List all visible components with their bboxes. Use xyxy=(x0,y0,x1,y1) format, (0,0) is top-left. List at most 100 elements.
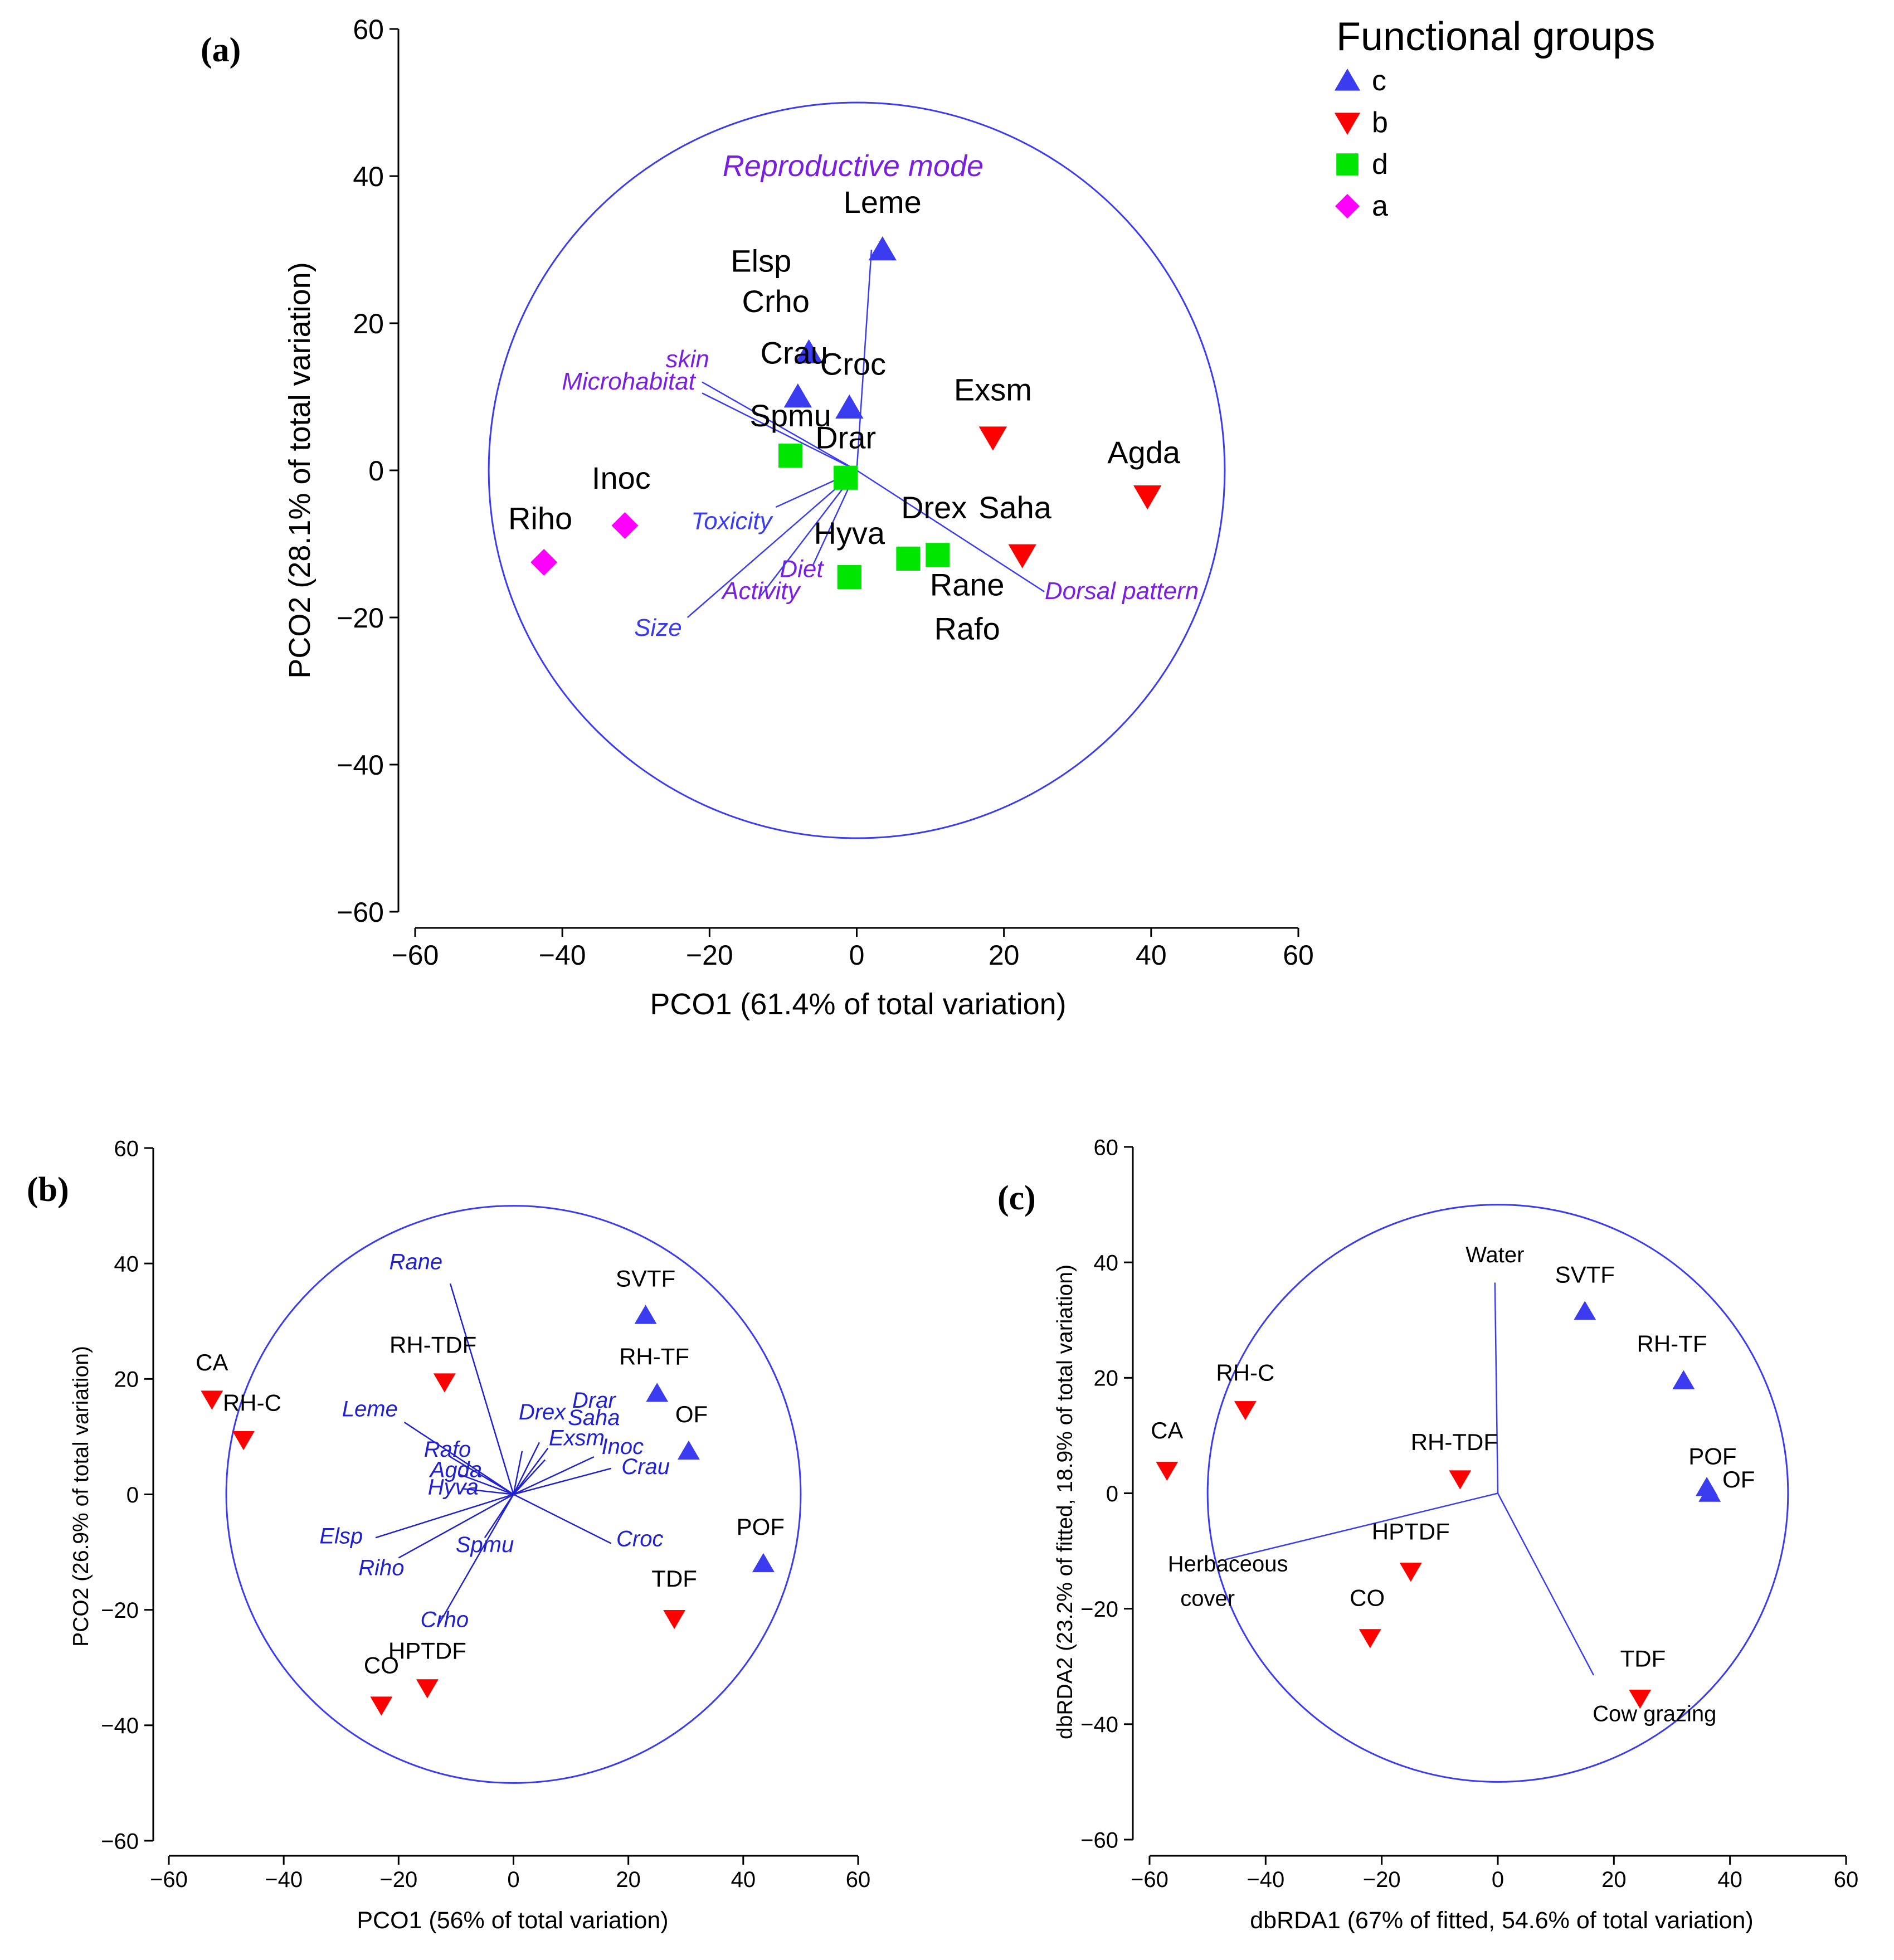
panel-b-vector-line xyxy=(513,1447,549,1495)
panel-c-point-label: POF xyxy=(1688,1443,1736,1470)
panel-a-y-tick-label: −60 xyxy=(337,897,384,928)
panel-b-point-label: POF xyxy=(737,1514,785,1540)
panel-b-point xyxy=(232,1431,255,1451)
panel-a-point-label: Exsm xyxy=(954,372,1032,407)
panel-c-points xyxy=(1156,1301,1721,1709)
panel-c-point-label: CO xyxy=(1350,1584,1385,1611)
panel-a-point xyxy=(926,543,950,567)
panel-a-point-label: Hyva xyxy=(814,515,885,551)
panel-b-point-label: OF xyxy=(675,1401,708,1427)
panel-c-point-label: TDF xyxy=(1620,1645,1666,1671)
panel-a-point xyxy=(1008,544,1036,568)
panel-a-points xyxy=(530,236,1162,589)
panel-b-axes: −60 −40 −20 0 20 40 60 −60 −40 −20 0 20 40 60 xyxy=(101,1136,870,1892)
panel-b-vector-line xyxy=(450,1456,514,1495)
panel-c-point-label: OF xyxy=(1722,1466,1755,1492)
panel-b-point xyxy=(752,1553,775,1572)
panel-a-point xyxy=(1133,485,1162,510)
panel-a-circle xyxy=(488,101,1226,839)
panel-c-point xyxy=(1629,1690,1652,1709)
panel-b-y-tick-label: 60 xyxy=(114,1136,139,1161)
panel-b-points xyxy=(201,1305,775,1716)
panel-c-correlation-circle xyxy=(1206,1204,1789,1783)
panel-c-vector-line xyxy=(1497,1492,1594,1676)
panel-a-x-tick-label: −20 xyxy=(686,940,733,971)
panel-c-point-label: CA xyxy=(1151,1417,1183,1443)
panel-b-circle xyxy=(225,1205,802,1784)
panel-b-point-label: HPTDF xyxy=(388,1638,466,1664)
panel-b-vector-label: Agda xyxy=(429,1457,482,1482)
panel-c-y-tick-label: −40 xyxy=(1080,1713,1118,1737)
panel-b-vector-label: Rane xyxy=(389,1250,442,1275)
panel-a-vector-label: Microhabitat xyxy=(562,368,696,395)
panel-a-point-label: Crau xyxy=(761,335,828,371)
panel-b-vector-line xyxy=(438,1494,514,1625)
panel-c-point-label: SVTF xyxy=(1555,1261,1615,1287)
panel-a-y-tick-label: 20 xyxy=(353,308,384,339)
panel-b-x-axis-label: PCO1 (56% of total variation) xyxy=(357,1907,668,1934)
panel-b-letter: (b) xyxy=(27,1171,69,1209)
panel-b-vector-line xyxy=(461,1487,514,1495)
panel-a-y-tick-label: −40 xyxy=(337,750,384,781)
panel-b-point xyxy=(677,1440,700,1460)
panel-c-vectors: Water Herbaceous cover Cow grazing xyxy=(1168,1243,1717,1726)
panel-c-point xyxy=(1672,1370,1695,1389)
panel-a-point xyxy=(868,236,897,261)
panel-b-vector-line xyxy=(449,1283,514,1495)
panel-c-point xyxy=(1359,1629,1381,1648)
panel-a-vector-line xyxy=(686,470,858,618)
panel-b-vector-label: Inoc xyxy=(602,1434,644,1459)
panel-a-x-tick-label: 0 xyxy=(849,940,865,971)
panel-a-y-tick-label: 60 xyxy=(353,14,384,45)
panel-a-point xyxy=(795,339,823,363)
panel-c-y-tick-label: 60 xyxy=(1094,1135,1119,1160)
panel-c-vector-line xyxy=(1494,1282,1499,1494)
panel-a-vector-label: Toxicity xyxy=(691,508,773,535)
panel-a-point xyxy=(783,383,812,408)
panel-a-vector-line xyxy=(760,470,858,596)
panel-a-vector-label: Diet xyxy=(780,555,824,582)
panel-a-point xyxy=(834,465,858,490)
panel-c-point-label: RH-TDF xyxy=(1411,1429,1498,1455)
panel-b-vector-line xyxy=(513,1494,612,1544)
panel-a: (a) −60 −40 −20 0 20 40 60 −60 −40 −20 0 20 40 60 Rep… xyxy=(201,14,1314,1021)
panel-a-vector-line xyxy=(702,381,858,471)
panel-a-vector-label: skin xyxy=(666,346,709,373)
panel-a-point xyxy=(835,394,864,419)
panel-a-point xyxy=(778,444,803,468)
panel-c-y-tick-label: 0 xyxy=(1106,1482,1118,1506)
panel-b-vector-label: Drex xyxy=(519,1400,567,1424)
panel-b-point xyxy=(201,1390,223,1410)
panel-c: (c) −60 −40 −20 0 20 40 60 −60 −40 −20 0 20 40 60 Wat… xyxy=(997,1135,1858,1934)
panel-b-y-tick-label: −60 xyxy=(101,1829,139,1854)
panel-a-point-label: Rane xyxy=(930,567,1005,602)
panel-c-x-tick-label: 0 xyxy=(1492,1867,1504,1892)
panel-a-x-tick-label: −60 xyxy=(392,940,439,971)
panel-c-x-tick-label: −20 xyxy=(1363,1867,1401,1892)
panel-b-x-tick-label: −20 xyxy=(379,1867,417,1892)
legend-marker xyxy=(1334,113,1361,135)
panel-b-point xyxy=(634,1305,657,1324)
panel-c-point xyxy=(1234,1401,1257,1421)
legend-marker xyxy=(1334,69,1361,91)
panel-a-axes: −60 −40 −20 0 20 40 60 −60 −40 −20 0 20 40 60 xyxy=(337,14,1314,971)
panel-c-point-label: RH-TF xyxy=(1637,1331,1707,1357)
panel-b-x-tick-label: 60 xyxy=(846,1867,871,1892)
panel-c-point-label: RH-C xyxy=(1216,1360,1274,1386)
panel-b-vector-line xyxy=(513,1451,523,1495)
panel-b-vector-line xyxy=(375,1494,514,1539)
panel-a-y-axis-label: PCO2 (28.1% of total variation) xyxy=(283,262,317,678)
panel-a-vector-label: Reproductive mode xyxy=(723,149,983,183)
panel-a-x-tick-label: 20 xyxy=(989,940,1020,971)
panel-a-point xyxy=(530,549,558,576)
panel-b-point xyxy=(663,1610,686,1630)
panel-b-point xyxy=(416,1679,439,1699)
panel-b-vector-label: Riho xyxy=(358,1556,404,1580)
panel-b-y-tick-label: 20 xyxy=(114,1368,139,1392)
panel-a-point-label: Saha xyxy=(978,490,1052,525)
panel-b-x-tick-label: −40 xyxy=(265,1867,303,1892)
